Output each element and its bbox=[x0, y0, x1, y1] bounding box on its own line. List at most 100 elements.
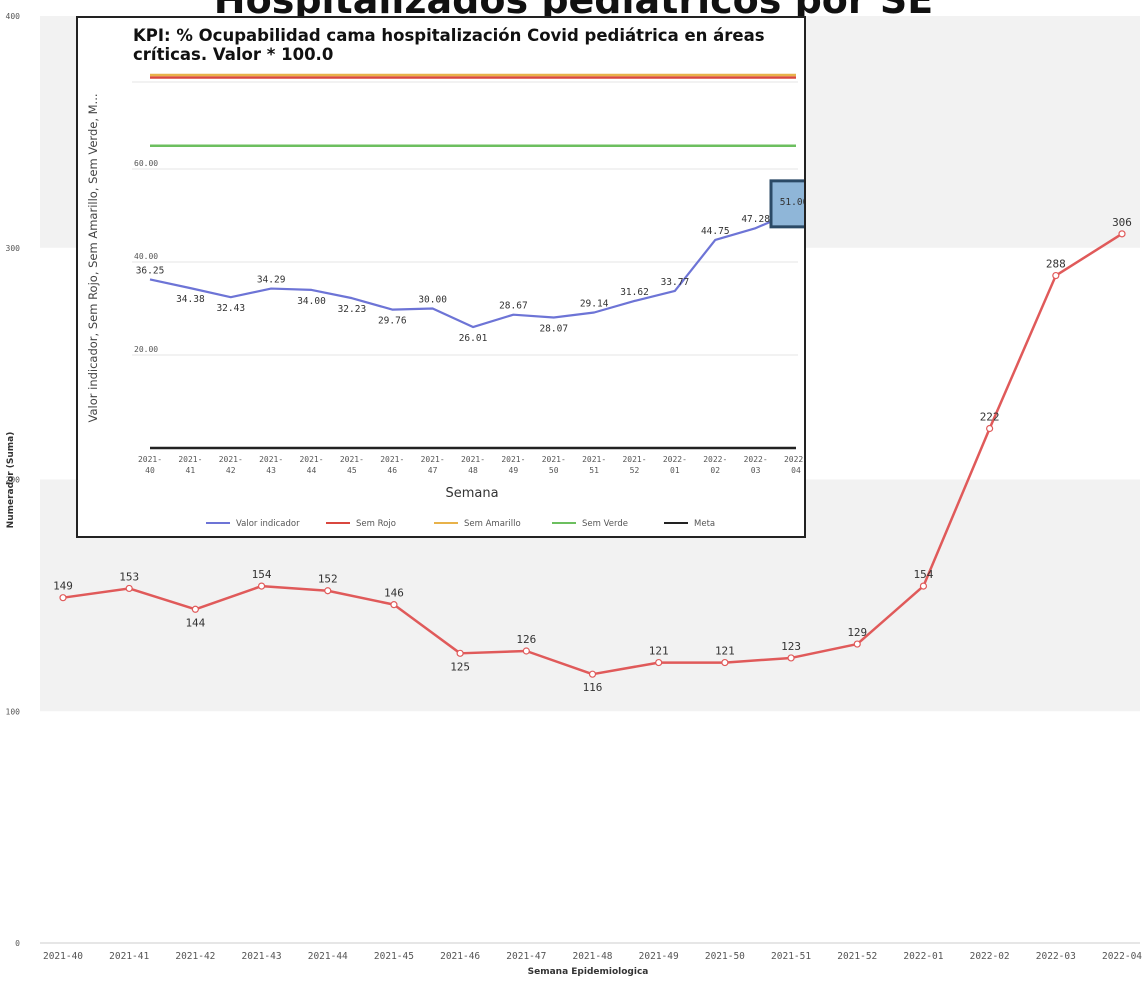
kpi-x-tick-label: 2021-47 bbox=[421, 455, 445, 475]
kpi-y-tick-label: 40.00 bbox=[134, 252, 158, 261]
kpi-x-axis-label: Semana bbox=[445, 486, 498, 501]
main-series: 149 153 144 154 152 146 125 126 116 121 121 123 129 1… bbox=[53, 216, 1132, 694]
kpi-data-label: 32.43 bbox=[216, 303, 245, 314]
main-y-tick-label: 300 bbox=[6, 244, 21, 253]
main-data-point bbox=[456, 649, 464, 657]
main-data-label: 154 bbox=[914, 568, 934, 581]
kpi-x-tick-label: 2021-48 bbox=[461, 455, 485, 475]
kpi-x-tick-label: 2021-45 bbox=[340, 455, 364, 475]
main-y-axis-label: Numerador (Suma) bbox=[6, 432, 16, 529]
main-data-label: 149 bbox=[53, 580, 73, 593]
kpi-data-label: 29.14 bbox=[580, 298, 609, 309]
main-x-tick-label: 2021-47 bbox=[506, 951, 546, 962]
main-data-point bbox=[1118, 230, 1126, 238]
main-data-label: 306 bbox=[1112, 216, 1132, 229]
kpi-data-label: 36.25 bbox=[136, 265, 165, 276]
main-x-tick-label: 2021-48 bbox=[572, 951, 612, 962]
kpi-x-tick-label: 2021-49 bbox=[501, 455, 525, 475]
main-data-label: 154 bbox=[252, 568, 272, 581]
main-y-tick-label: 400 bbox=[6, 12, 21, 21]
kpi-data-label: 47.28 bbox=[741, 214, 770, 225]
main-data-label: 121 bbox=[649, 645, 669, 658]
kpi-y-axis: 20.00 40.00 60.00 bbox=[134, 159, 158, 354]
kpi-data-label: 34.29 bbox=[257, 275, 286, 286]
kpi-data-label: 32.23 bbox=[338, 304, 367, 315]
main-y-tick-label: 0 bbox=[15, 939, 20, 948]
kpi-y-tick-label: 60.00 bbox=[134, 159, 158, 168]
kpi-x-tick-label: 2021-50 bbox=[542, 455, 566, 475]
kpi-data-label: 33.77 bbox=[661, 277, 690, 288]
kpi-series: 36.25 34.38 32.43 34.29 34.00 32.23 29.76 30.00… bbox=[136, 73, 804, 450]
kpi-legend-label: Sem Amarillo bbox=[464, 519, 521, 529]
kpi-x-tick-label: 2021-42 bbox=[219, 455, 243, 475]
main-data-point bbox=[986, 424, 994, 433]
kpi-x-tick-label: 2022-02 bbox=[703, 455, 727, 475]
kpi-highlight-box bbox=[769, 179, 804, 229]
main-x-tick-label: 2021-42 bbox=[175, 951, 215, 962]
main-data-point bbox=[191, 605, 199, 613]
kpi-x-axis: 2021-40 2021-41 2021-42 2021-43 2021-44 2021-… bbox=[138, 455, 804, 475]
kpi-data-label: 28.67 bbox=[499, 301, 528, 312]
main-data-label: 144 bbox=[185, 616, 205, 629]
kpi-data-label: 28.07 bbox=[539, 323, 568, 334]
main-x-tick-label: 2021-52 bbox=[837, 951, 877, 962]
main-data-label: 126 bbox=[516, 633, 536, 646]
kpi-legend: Valor indicador Sem Rojo Sem Amarillo Sem V… bbox=[206, 519, 715, 529]
main-data-label: 121 bbox=[715, 645, 735, 658]
main-x-tick-label: 2021-41 bbox=[109, 951, 149, 962]
main-x-tick-label: 2021-46 bbox=[440, 951, 480, 962]
main-x-tick-label: 2021-45 bbox=[374, 951, 414, 962]
main-data-point bbox=[853, 640, 861, 648]
main-data-point bbox=[257, 582, 266, 590]
main-x-tick-label: 2021-50 bbox=[705, 951, 745, 962]
main-data-point bbox=[588, 670, 597, 678]
main-data-point bbox=[59, 594, 67, 602]
kpi-grid bbox=[132, 81, 798, 356]
main-data-label: 152 bbox=[318, 573, 338, 586]
main-data-label: 129 bbox=[847, 626, 867, 639]
kpi-x-tick-label: 2022-01 bbox=[663, 455, 687, 475]
kpi-y-axis-label: Valor indicador, Sem Rojo, Sem Amarillo,… bbox=[86, 93, 100, 422]
main-y-axis: 0 100 200 300 400 bbox=[6, 12, 21, 948]
main-data-label: 288 bbox=[1046, 258, 1066, 271]
main-data-point bbox=[390, 601, 398, 609]
main-x-tick-label: 2021-40 bbox=[43, 951, 83, 962]
kpi-data-label: 51.00 bbox=[780, 197, 804, 208]
kpi-inset-panel: 20.00 40.00 60.00 Valor indicador, Sem Roj… bbox=[76, 16, 806, 538]
kpi-x-tick-label: 2021-46 bbox=[380, 455, 404, 475]
kpi-x-tick-label: 2022-04 bbox=[784, 455, 804, 475]
main-data-point bbox=[787, 654, 795, 662]
main-x-axis: 2021-40 2021-41 2021-42 2021-43 2021-44 2021-… bbox=[43, 951, 1142, 962]
kpi-data-label: 30.00 bbox=[418, 295, 447, 306]
kpi-data-label: 34.00 bbox=[297, 296, 326, 307]
kpi-chart-title: KPI: % Ocupabilidad cama hospitalización… bbox=[133, 26, 765, 64]
kpi-x-tick-label: 2021-40 bbox=[138, 455, 162, 475]
kpi-legend-label: Sem Rojo bbox=[356, 519, 396, 529]
main-data-label: 116 bbox=[583, 681, 603, 694]
kpi-y-tick-label: 20.00 bbox=[134, 345, 158, 354]
kpi-legend-label: Sem Verde bbox=[582, 519, 628, 529]
main-x-axis-label: Semana Epidemiologica bbox=[528, 967, 649, 977]
main-data-label: 123 bbox=[781, 640, 801, 653]
main-x-tick-label: 2021-49 bbox=[639, 951, 679, 962]
main-x-tick-label: 2022-04 bbox=[1102, 951, 1142, 962]
main-data-point bbox=[721, 658, 729, 667]
kpi-series-line bbox=[149, 209, 797, 329]
main-data-label: 153 bbox=[119, 570, 139, 583]
kpi-x-tick-label: 2022-03 bbox=[744, 455, 768, 475]
kpi-x-tick-label: 2021-52 bbox=[622, 455, 646, 475]
main-x-tick-label: 2022-01 bbox=[903, 951, 943, 962]
main-data-label: 146 bbox=[384, 587, 404, 600]
kpi-x-tick-label: 2021-51 bbox=[582, 455, 606, 475]
kpi-data-label: 31.62 bbox=[620, 287, 649, 298]
main-x-tick-label: 2021-43 bbox=[242, 951, 282, 962]
main-x-tick-label: 2022-03 bbox=[1036, 951, 1076, 962]
kpi-data-label: 44.75 bbox=[701, 226, 730, 237]
kpi-data-label: 26.01 bbox=[459, 333, 488, 344]
kpi-legend-label: Valor indicador bbox=[236, 519, 300, 529]
main-data-point bbox=[919, 582, 928, 590]
kpi-data-label: 34.38 bbox=[176, 294, 205, 305]
kpi-x-tick-label: 2021-41 bbox=[178, 455, 202, 475]
kpi-legend-label: Meta bbox=[694, 519, 715, 529]
main-data-label: 125 bbox=[450, 660, 470, 673]
